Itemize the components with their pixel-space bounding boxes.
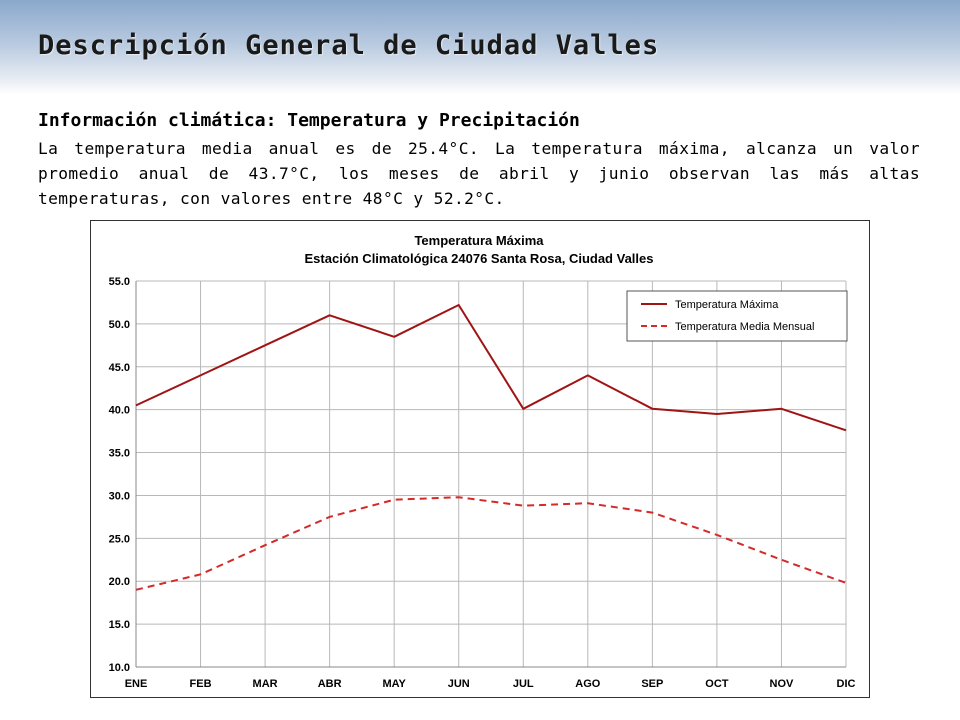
y-tick-label: 55.0 <box>109 276 130 288</box>
x-tick-label: ENE <box>125 678 148 690</box>
x-tick-label: MAY <box>382 678 406 690</box>
series-line-temperatura-media <box>135 496 847 591</box>
x-tick-label: SEP <box>641 678 663 690</box>
legend-box <box>626 290 848 342</box>
x-tick-label: JUL <box>513 678 534 690</box>
chart-frame: Temperatura Máxima Estación Climatológic… <box>90 220 870 698</box>
body-paragraph: La temperatura media anual es de 25.4°C.… <box>38 139 920 208</box>
section-heading: Información climática: Temperatura y Pre… <box>38 110 580 131</box>
x-tick-label: FEB <box>190 678 212 690</box>
y-tick-label: 50.0 <box>109 319 130 331</box>
chart-legend: Temperatura Máxima Temperatura Media Men… <box>626 290 848 342</box>
y-tick-label: 20.0 <box>109 576 130 588</box>
series-line-temperatura-maxima <box>135 304 847 432</box>
x-tick-label: DIC <box>837 678 856 690</box>
slide-title: Descripción General de Ciudad Valles <box>38 30 660 61</box>
legend-label-max: Temperatura Máxima <box>675 299 779 311</box>
x-tick-label: OCT <box>705 678 729 690</box>
x-tick-label: MAR <box>253 678 278 690</box>
y-tick-label: 10.0 <box>109 662 130 674</box>
x-tick-label: NOV <box>770 678 795 690</box>
temperature-chart: Temperatura Máxima Estación Climatológic… <box>109 233 856 690</box>
axis-layer: 10.0 15.0 20.0 25.0 30.0 35.0 40.0 45.0 50.0 55.0… <box>109 276 856 690</box>
y-tick-label: 30.0 <box>109 490 130 502</box>
y-tick-label: 25.0 <box>109 533 130 545</box>
legend-label-mean: Temperatura Media Mensual <box>675 321 814 333</box>
header-band <box>0 0 960 95</box>
x-tick-label: AGO <box>575 678 601 690</box>
chart-title: Temperatura Máxima <box>414 233 544 248</box>
y-tick-label: 35.0 <box>109 448 130 460</box>
x-tick-label: ABR <box>318 678 342 690</box>
y-tick-label: 45.0 <box>109 362 130 374</box>
series-layer <box>135 304 847 591</box>
x-tick-label: JUN <box>448 678 470 690</box>
y-tick-label: 40.0 <box>109 405 130 417</box>
y-tick-label: 15.0 <box>109 619 130 631</box>
chart-subtitle: Estación Climatológica 24076 Santa Rosa,… <box>305 251 654 266</box>
